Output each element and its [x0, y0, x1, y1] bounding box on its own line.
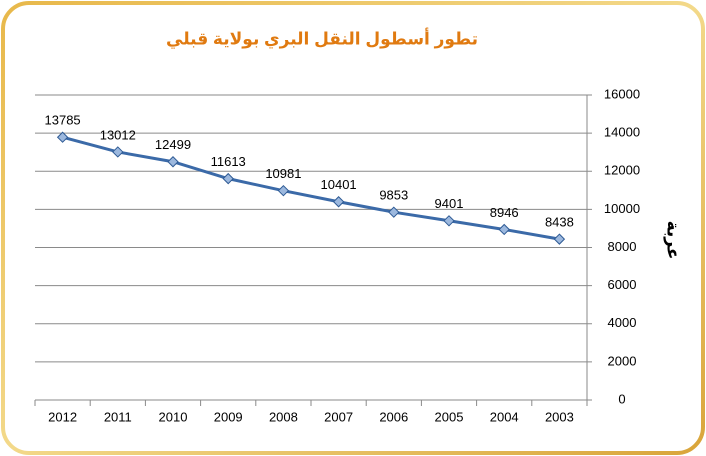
data-label: 9853	[379, 188, 408, 203]
chart-title: تطور أسطول النقل البري بولاية قبلي	[166, 27, 478, 49]
data-label: 11613	[211, 154, 246, 169]
y-axis-label: عربة	[663, 221, 683, 260]
marker	[277, 184, 290, 197]
y-tick-label: 0	[618, 391, 625, 406]
data-label: 10981	[265, 166, 301, 181]
y-tick-label: 8000	[608, 239, 637, 254]
data-label: 8946	[490, 205, 519, 220]
marker	[553, 233, 566, 245]
x-tick-label: 2008	[269, 409, 298, 424]
x-tick-label: 2003	[545, 409, 574, 424]
x-tick-label: 2006	[379, 409, 408, 424]
x-tick-label: 2010	[159, 409, 188, 424]
x-tick-label: 2007	[324, 409, 353, 424]
marker	[332, 196, 345, 208]
data-label: 8438	[545, 215, 574, 230]
y-tick-label: 16000	[604, 86, 640, 101]
x-tick-label: 2005	[435, 409, 464, 424]
y-tick-label: 12000	[604, 163, 640, 178]
data-label: 13785	[45, 113, 81, 128]
x-tick-label: 2011	[104, 409, 132, 424]
y-tick-label: 2000	[608, 353, 637, 368]
y-tick-label: 14000	[604, 125, 640, 140]
marker	[167, 156, 179, 168]
data-label: 9401	[435, 196, 464, 211]
marker	[498, 223, 510, 236]
y-tick-label: 10000	[604, 201, 640, 216]
x-tick-label: 2012	[48, 409, 77, 424]
data-label: 10401	[321, 177, 357, 192]
marker	[443, 215, 455, 227]
marker	[388, 206, 400, 218]
data-label: 13012	[100, 127, 136, 142]
marker	[222, 172, 234, 185]
y-tick-label: 6000	[608, 277, 637, 292]
line	[62, 135, 560, 241]
marker	[56, 131, 69, 143]
y-tick-label: 4000	[608, 315, 637, 330]
x-tick-label: 2009	[214, 409, 243, 424]
marker	[112, 146, 124, 158]
x-tick-label: 2004	[490, 409, 519, 424]
data-label: 12499	[155, 137, 191, 152]
